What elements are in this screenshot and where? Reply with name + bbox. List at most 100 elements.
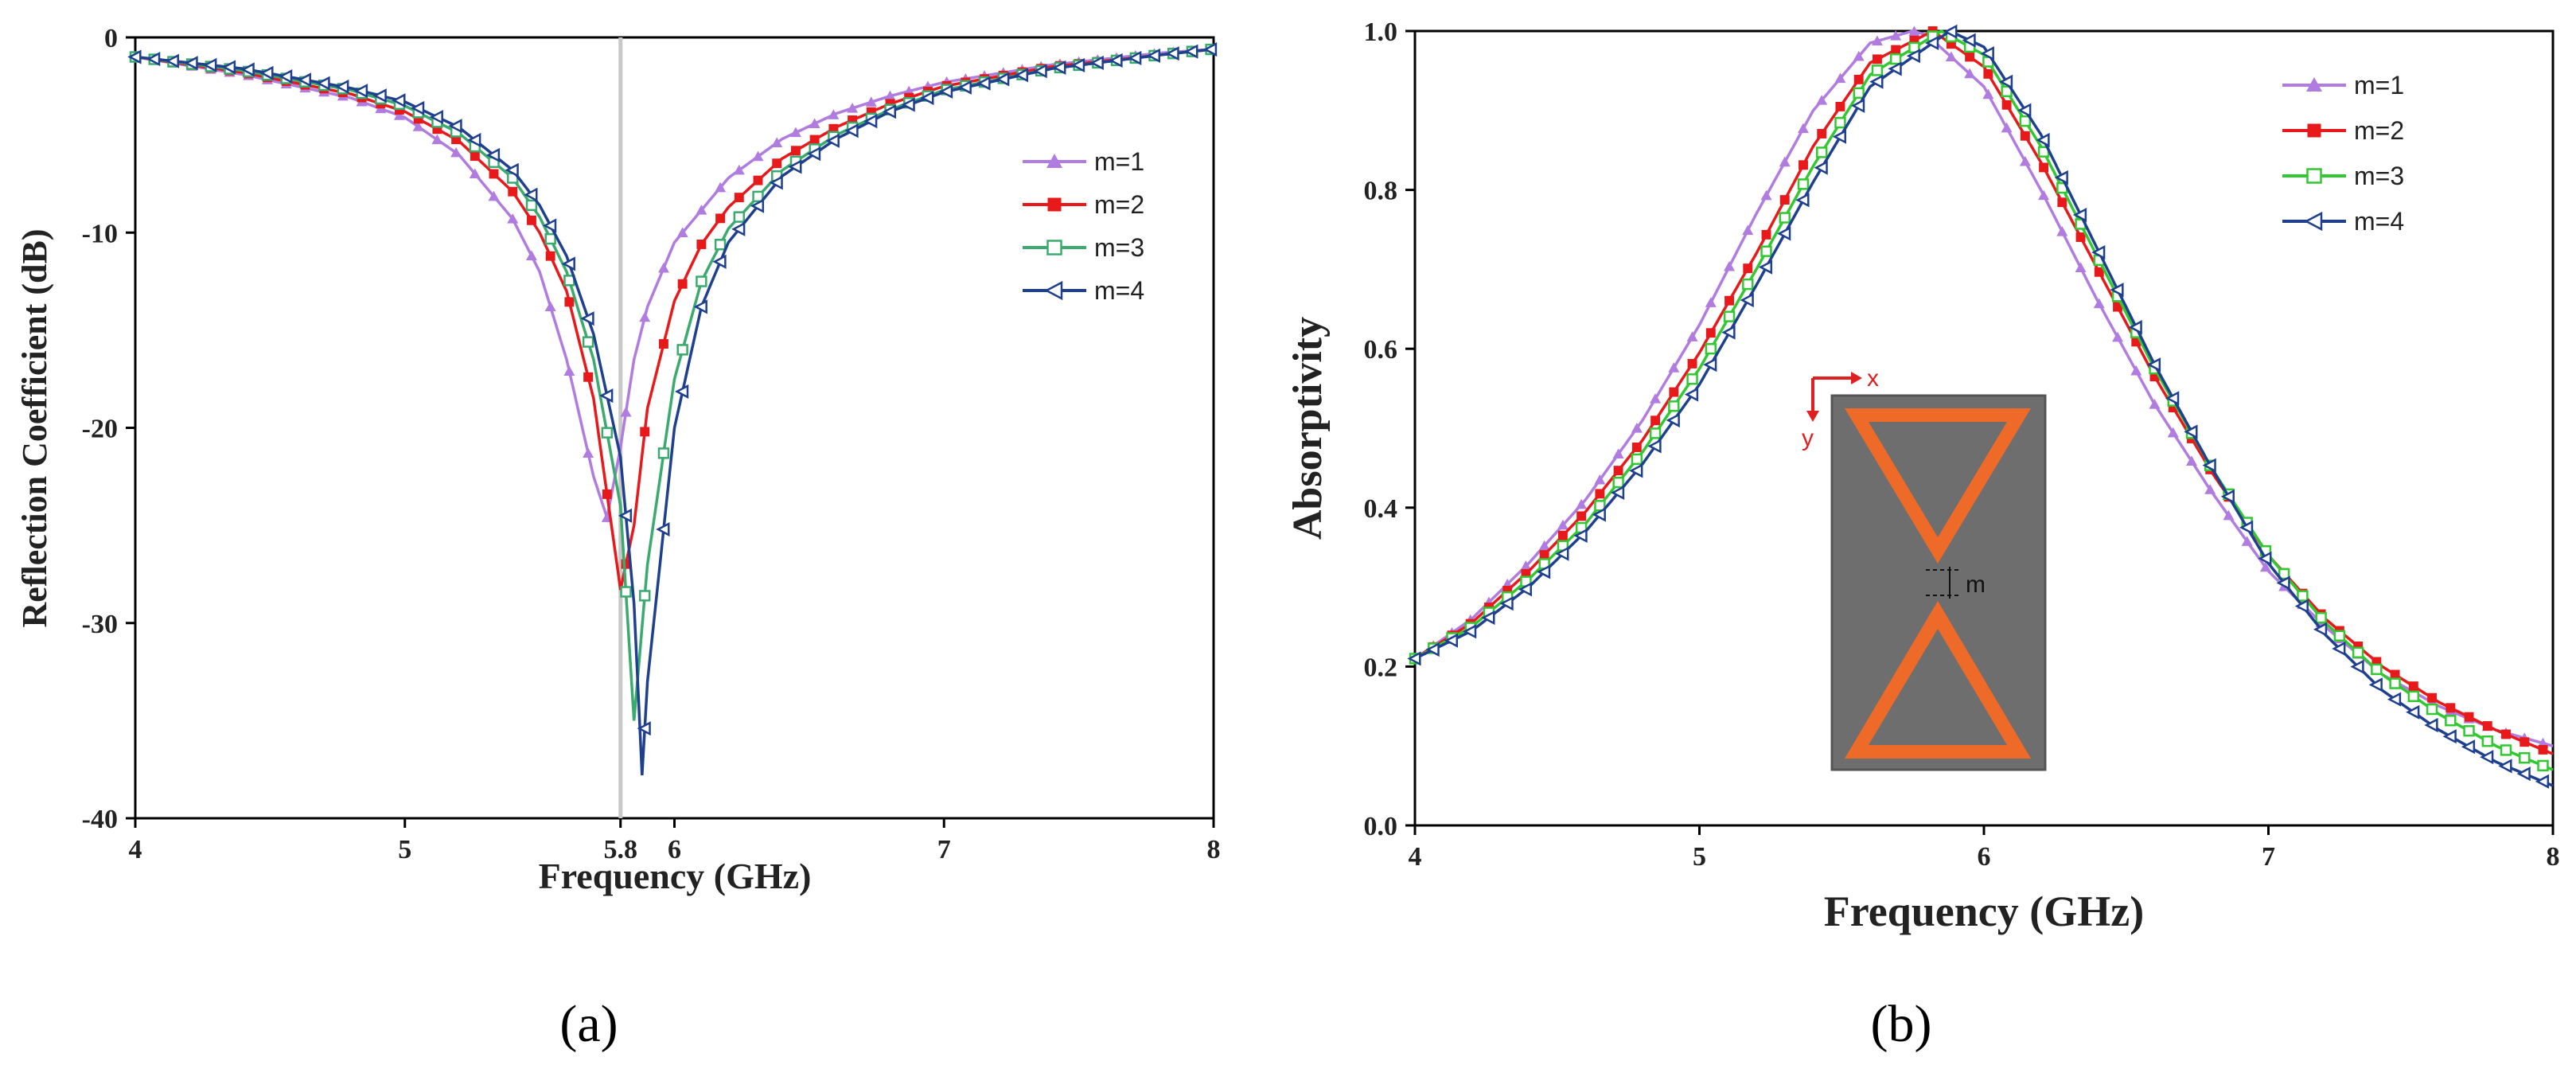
data-point xyxy=(1795,193,1810,208)
data-point xyxy=(353,84,368,99)
unit-cell-inset: m x y xyxy=(1802,365,2047,771)
data-point xyxy=(146,52,161,67)
data-point xyxy=(1983,68,1993,79)
data-point xyxy=(1945,51,1957,62)
data-point xyxy=(2220,489,2235,504)
legend-label: m=1 xyxy=(1094,147,1144,176)
data-point xyxy=(2408,681,2418,692)
data-point xyxy=(659,339,668,349)
data-point xyxy=(2094,267,2104,277)
data-point xyxy=(2093,298,2105,309)
legend-swatch-marker xyxy=(1046,240,1062,256)
data-point xyxy=(1891,45,1901,55)
data-point xyxy=(2315,611,2327,624)
data-point xyxy=(1703,357,1717,373)
data-point xyxy=(2056,225,2068,236)
data-point xyxy=(996,72,1010,87)
data-point xyxy=(2333,630,2346,642)
data-point xyxy=(2110,283,2124,298)
series-m=4 xyxy=(1407,24,2554,789)
data-point xyxy=(372,88,387,103)
data-point xyxy=(2036,132,2050,148)
data-point xyxy=(413,114,423,124)
data-point xyxy=(2278,568,2290,580)
data-point xyxy=(599,388,614,404)
data-point xyxy=(488,190,500,201)
data-point xyxy=(2001,122,2013,133)
x-tick-label: 8 xyxy=(2547,842,2560,872)
data-point xyxy=(279,68,293,84)
data-point xyxy=(2131,337,2141,347)
data-point xyxy=(2519,737,2530,747)
data-point xyxy=(1613,466,1623,476)
data-point xyxy=(1705,297,1717,307)
data-point xyxy=(771,137,783,148)
data-point xyxy=(1869,74,1884,89)
data-point xyxy=(2371,663,2383,676)
x-tick-label: 6 xyxy=(1978,842,1991,872)
data-point xyxy=(1705,328,1716,338)
data-point xyxy=(1631,453,1643,466)
data-point xyxy=(639,590,651,602)
data-point xyxy=(1964,68,1976,79)
data-point xyxy=(1761,229,1771,240)
data-point xyxy=(882,104,897,119)
data-point xyxy=(712,254,727,269)
data-point xyxy=(2072,207,2087,223)
data-point xyxy=(1943,24,1958,39)
data-point xyxy=(1576,511,1587,521)
data-point xyxy=(1668,362,1680,373)
data-point xyxy=(508,186,518,197)
data-point xyxy=(1684,387,1699,402)
data-point xyxy=(1687,358,1697,369)
data-point xyxy=(2350,659,2364,674)
data-point xyxy=(2168,403,2178,413)
data-point xyxy=(580,311,594,326)
data-point xyxy=(2112,331,2124,342)
data-point xyxy=(2442,729,2457,744)
data-point xyxy=(542,218,557,233)
data-point xyxy=(1555,546,1569,561)
data-point xyxy=(1557,530,1568,540)
data-point xyxy=(1742,224,1754,236)
data-point xyxy=(2426,703,2438,716)
data-point xyxy=(1888,61,1902,76)
data-point xyxy=(1705,343,1717,355)
data-point xyxy=(2294,599,2309,614)
data-point xyxy=(489,169,499,179)
data-point xyxy=(828,109,840,119)
data-point xyxy=(1834,116,1846,129)
data-point xyxy=(2075,262,2087,273)
data-point xyxy=(1740,293,1754,308)
data-point xyxy=(657,447,670,459)
data-point xyxy=(1165,46,1179,61)
series-line-m=2 xyxy=(134,47,1214,591)
data-point xyxy=(602,489,612,499)
data-point xyxy=(470,151,480,162)
data-point xyxy=(1982,88,1994,99)
data-point xyxy=(938,84,953,99)
inset-x-label: x xyxy=(1867,365,1879,392)
data-point xyxy=(2424,717,2438,733)
data-point xyxy=(1444,633,1459,648)
data-point xyxy=(2368,677,2383,692)
y-tick-label: 0.2 xyxy=(1364,653,1398,682)
data-point xyxy=(2387,692,2402,707)
data-point xyxy=(1871,35,1883,46)
data-point xyxy=(715,181,727,193)
series-m=4 xyxy=(127,42,1218,776)
data-point xyxy=(752,150,764,162)
legend-swatch-marker xyxy=(1046,154,1062,168)
series-line-m=4 xyxy=(134,47,1214,776)
data-point xyxy=(1518,582,1532,597)
data-point xyxy=(412,121,424,131)
data-point xyxy=(431,134,443,145)
data-point xyxy=(674,384,689,399)
data-point xyxy=(676,344,688,356)
legend-item-m=4: m=4 xyxy=(1023,276,1144,305)
data-point xyxy=(1909,35,1919,45)
data-point xyxy=(621,559,631,569)
data-point xyxy=(2445,703,2456,713)
data-point xyxy=(450,146,462,158)
data-point xyxy=(545,251,555,261)
